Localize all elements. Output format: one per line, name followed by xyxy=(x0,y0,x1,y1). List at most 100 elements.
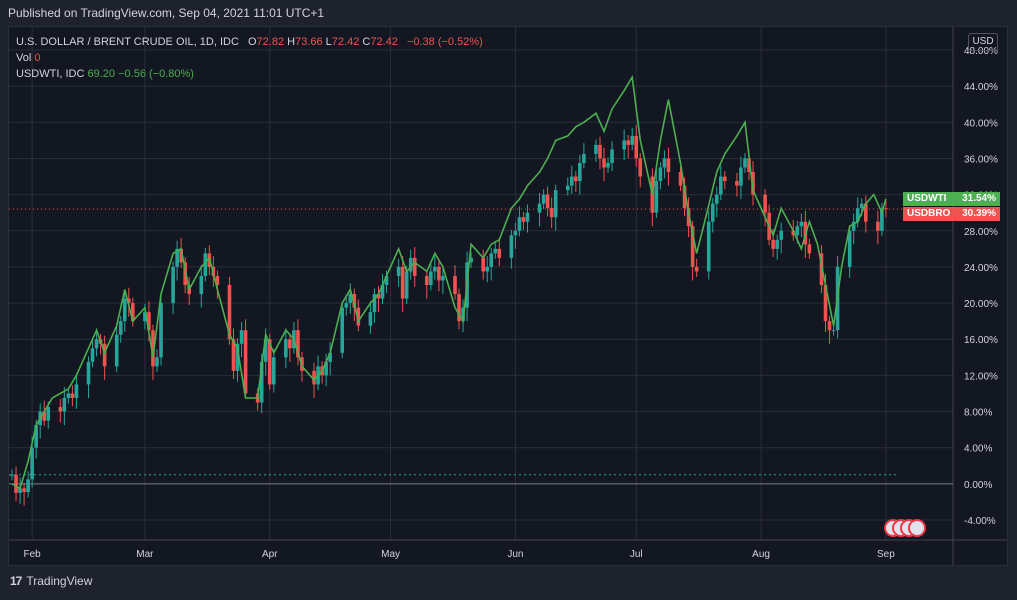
candle-body xyxy=(863,203,868,222)
legend-change: −0.38 (−0.52%) xyxy=(406,36,483,48)
legend-low-value: 72.42 xyxy=(331,36,360,48)
candle-body xyxy=(513,230,518,236)
candle-body xyxy=(884,208,888,210)
legend-open-label: O xyxy=(247,36,257,48)
candle-body xyxy=(453,275,457,295)
candle-body xyxy=(521,217,526,222)
candle-body xyxy=(18,488,22,493)
legend-symbol[interactable]: U.S. DOLLAR / BRENT CRUDE OIL, 1D, IDC xyxy=(16,36,239,48)
candle-body xyxy=(46,407,51,421)
candle-body xyxy=(634,135,639,159)
usdwti-compare-line xyxy=(11,74,887,490)
candle-body xyxy=(582,153,586,163)
tradingview-logo-icon: 17 xyxy=(10,574,22,588)
candle-body xyxy=(517,217,522,231)
y-tick-label: 8.00% xyxy=(964,408,992,419)
usdwti-price-label: USDWTI 31.54% xyxy=(903,191,1000,206)
us-flag-icon[interactable] xyxy=(908,519,926,537)
candle-body xyxy=(66,393,71,398)
y-tick-label: 44.00% xyxy=(964,82,998,93)
candle-body xyxy=(735,181,739,186)
legend-open-value: 72.82 xyxy=(256,36,285,48)
footer-brand-text: TradingView xyxy=(26,574,93,588)
candle-body xyxy=(344,303,349,308)
candle-body xyxy=(340,307,345,353)
candle-body xyxy=(296,330,300,358)
candle-body xyxy=(126,298,131,304)
candle-body xyxy=(94,339,99,349)
candle-body xyxy=(880,208,884,231)
candle-body xyxy=(356,307,361,326)
candle-body xyxy=(545,194,550,209)
candle-body xyxy=(74,384,79,398)
candle-body xyxy=(239,330,244,344)
candle-body xyxy=(441,275,445,281)
legend-main-row: U.S. DOLLAR / BRENT CRUDE OIL, 1D, IDC O… xyxy=(16,34,483,50)
candle-body xyxy=(537,203,542,213)
y-tick-label: 24.00% xyxy=(964,263,998,274)
legend-high-label: H xyxy=(287,36,296,48)
candle-body xyxy=(352,294,357,308)
footer-brand[interactable]: 17 TradingView xyxy=(10,574,92,588)
x-tick-label: Feb xyxy=(24,549,42,560)
published-text: Published on TradingView.com, Sep 04, 20… xyxy=(8,6,325,20)
y-tick-label: 12.00% xyxy=(964,371,998,382)
candle-body xyxy=(175,248,179,267)
candle-body xyxy=(151,330,155,367)
candle-body xyxy=(626,140,630,145)
candle-body xyxy=(710,203,715,222)
candle-body xyxy=(553,190,558,218)
candle-body xyxy=(70,393,75,398)
y-tick-label: 4.00% xyxy=(964,444,992,455)
candle-body xyxy=(259,361,264,403)
y-tick-label: -4.00% xyxy=(964,516,996,527)
candle-body xyxy=(114,334,119,367)
candle-body xyxy=(263,339,268,362)
candle-body xyxy=(594,144,598,154)
candle-body xyxy=(610,149,614,163)
y-tick-label: 40.00% xyxy=(964,118,998,129)
candle-body xyxy=(22,488,26,492)
candle-body xyxy=(368,312,373,326)
y-tick-label: 36.00% xyxy=(964,154,998,165)
usdbro-label-value: 30.39% xyxy=(962,207,996,219)
y-tick-label: 20.00% xyxy=(964,299,998,310)
candle-body xyxy=(489,253,494,267)
legend-compare-symbol[interactable]: USDWTI, IDC xyxy=(16,68,85,80)
candle-body xyxy=(791,230,796,236)
candle-body xyxy=(122,298,127,322)
candle-body xyxy=(147,312,151,331)
candle-body xyxy=(328,352,332,362)
candle-body xyxy=(525,212,530,222)
candle-body xyxy=(666,158,671,173)
currency-button[interactable]: USD xyxy=(968,33,998,51)
candle-body xyxy=(819,253,824,285)
candle-body xyxy=(312,370,316,385)
candle-body xyxy=(58,407,63,412)
candle-body xyxy=(569,176,574,186)
candle-body xyxy=(481,257,485,272)
x-tick-label: Sep xyxy=(877,549,895,560)
candle-body xyxy=(400,266,405,299)
y-tick-label: 48.00% xyxy=(964,46,998,57)
candle-body xyxy=(348,294,353,304)
x-tick-label: Aug xyxy=(752,549,770,560)
candle-body xyxy=(493,248,498,254)
candle-body xyxy=(851,221,856,231)
candle-body xyxy=(602,158,606,168)
candle-body xyxy=(799,221,804,227)
candle-body xyxy=(706,221,711,272)
candle-body xyxy=(807,244,812,254)
candle-body xyxy=(565,185,570,191)
candle-body xyxy=(433,266,437,272)
candle-body xyxy=(131,303,135,322)
x-tick-label: Jul xyxy=(630,549,643,560)
candle-body xyxy=(90,348,95,362)
candle-body xyxy=(376,294,381,299)
candle-body xyxy=(751,172,755,195)
x-tick-label: Apr xyxy=(262,549,278,560)
candle-body xyxy=(284,339,288,358)
candle-body xyxy=(779,230,784,240)
legend-compare-row: USDWTI, IDC 69.20 −0.56 (−0.80%) xyxy=(16,66,483,82)
